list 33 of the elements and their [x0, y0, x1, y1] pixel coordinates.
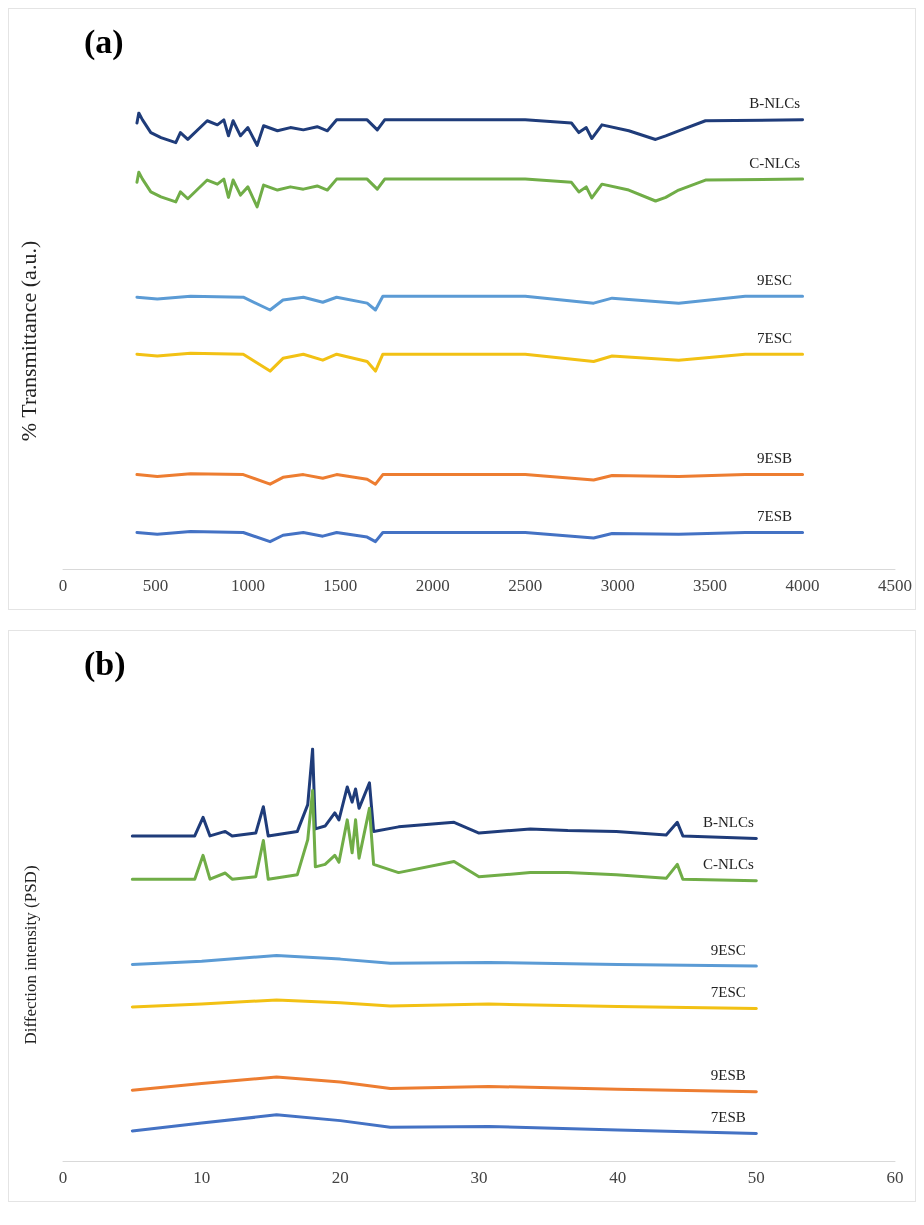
- x-tick-label: 500: [142, 576, 169, 595]
- series-label: C-NLCs: [749, 154, 801, 171]
- x-tick-label: 3000: [600, 576, 635, 595]
- x-tick-label: 2500: [508, 576, 543, 595]
- series-label: 7ESB: [757, 508, 793, 525]
- x-tick-label: 2000: [415, 576, 450, 595]
- x-tick-label: 20: [331, 1168, 349, 1187]
- x-tick-label: 50: [747, 1168, 765, 1187]
- y-axis-title: % Transmittance (a.u.): [15, 240, 41, 442]
- x-tick-label: 0: [58, 1168, 68, 1187]
- series-label: C-NLCs: [702, 856, 754, 873]
- x-tick-label: 4000: [785, 576, 820, 595]
- chart-title: (a): [84, 22, 124, 61]
- x-tick-label: 3500: [693, 576, 728, 595]
- series-label: B-NLCs: [749, 95, 801, 112]
- x-tick-label: 60: [886, 1168, 904, 1187]
- x-tick-label: 0: [58, 576, 68, 595]
- series-label: 9ESC: [757, 271, 793, 288]
- x-tick-label: 10: [193, 1168, 211, 1187]
- x-tick-label: 40: [609, 1168, 627, 1187]
- series-label: 9ESC: [710, 941, 746, 958]
- x-tick-label: 30: [470, 1168, 488, 1187]
- chart-title: (b): [84, 644, 126, 683]
- x-tick-label: 4500: [878, 576, 912, 595]
- x-tick-label: 1000: [230, 576, 265, 595]
- x-tick-label: 1500: [323, 576, 358, 595]
- series-label: 9ESB: [757, 450, 793, 467]
- series-label: 9ESB: [710, 1067, 746, 1084]
- series-label: 7ESC: [757, 329, 793, 346]
- series-label: B-NLCs: [702, 813, 754, 830]
- series-label: 7ESB: [710, 1108, 746, 1125]
- series-label: 7ESC: [710, 984, 746, 1001]
- y-axis-title: Diffection intensity (PSD): [21, 865, 40, 1045]
